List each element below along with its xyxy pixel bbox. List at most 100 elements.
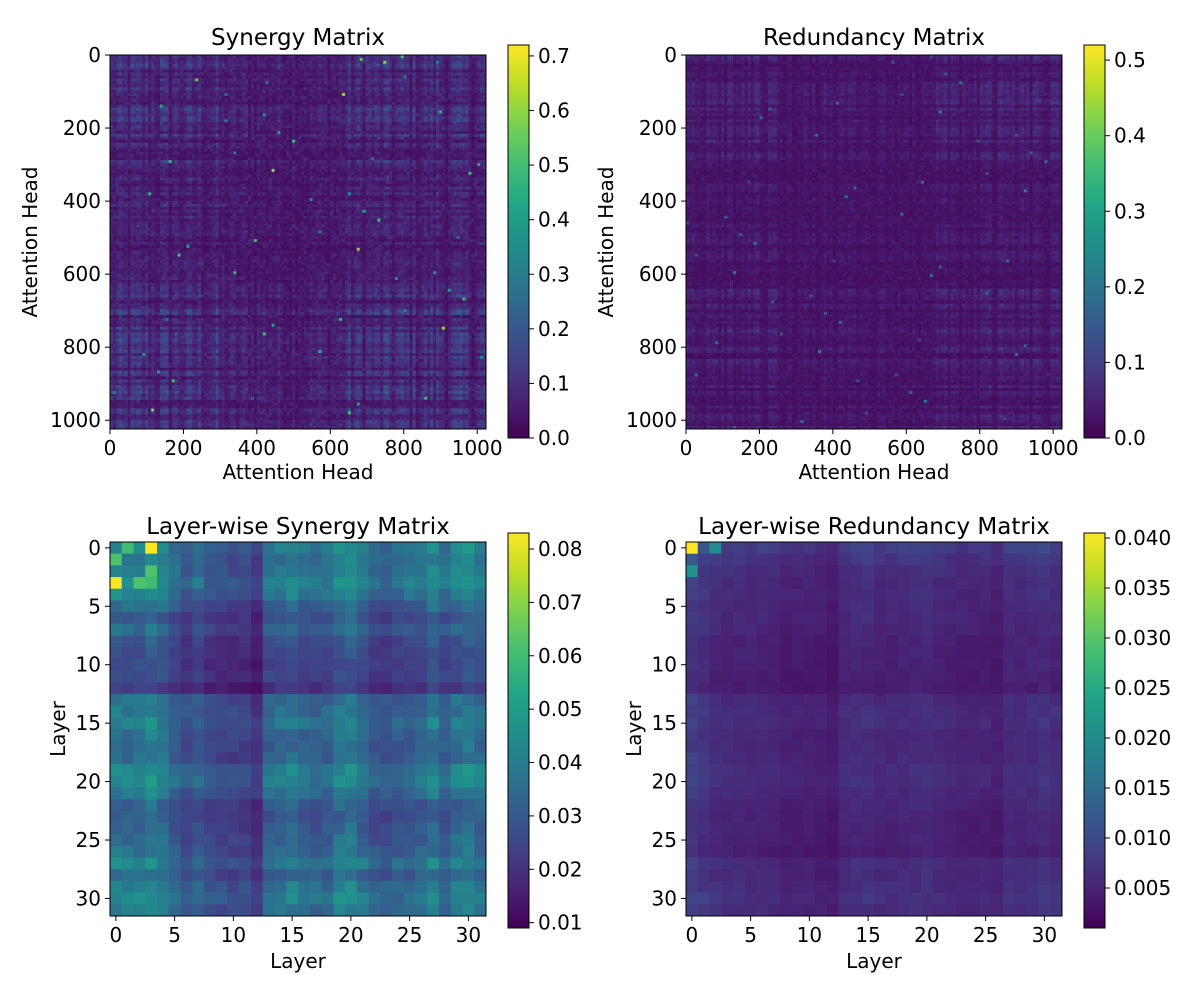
heatmap-cell — [439, 134, 442, 137]
heatmap-cell — [468, 149, 471, 152]
heatmap-cell — [360, 81, 363, 84]
heatmap-cell — [160, 111, 163, 114]
heatmap-cell — [201, 131, 204, 134]
heatmap-cell — [436, 108, 439, 111]
heatmap-cell — [448, 131, 451, 134]
heatmap-cell — [371, 143, 374, 146]
heatmap-cell — [222, 67, 225, 70]
heatmap-cell — [257, 140, 260, 143]
heatmap-cell — [195, 154, 198, 157]
heatmap-cell — [322, 122, 325, 125]
heatmap-cell — [160, 154, 163, 157]
heatmap-cell — [457, 146, 460, 149]
heatmap-cell — [433, 122, 436, 125]
heatmap-cell — [433, 111, 436, 114]
heatmap-cell — [404, 128, 407, 131]
heatmap-cell — [351, 87, 354, 90]
heatmap-cell — [465, 102, 468, 105]
heatmap-cell — [416, 151, 419, 154]
heatmap-cell — [113, 64, 116, 67]
heatmap-cell — [222, 81, 225, 84]
heatmap-cell — [480, 99, 483, 102]
heatmap-cell — [327, 78, 330, 81]
heatmap-cell — [181, 105, 184, 108]
heatmap-cell — [354, 58, 357, 61]
heatmap-cell — [298, 81, 301, 84]
heatmap-cell — [439, 149, 442, 152]
heatmap-cell — [313, 128, 316, 131]
heatmap-cell — [383, 113, 386, 116]
heatmap-cell — [186, 149, 189, 152]
heatmap-cell — [333, 67, 336, 70]
heatmap-cell — [125, 146, 128, 149]
heatmap-cell — [289, 96, 292, 99]
heatmap-cell — [427, 116, 430, 119]
heatmap-cell — [407, 154, 410, 157]
heatmap-cell — [463, 119, 466, 122]
heatmap-cell — [369, 102, 372, 105]
heatmap-cell — [333, 75, 336, 78]
heatmap-cell — [225, 84, 228, 87]
heatmap-cell — [445, 108, 448, 111]
heatmap-cell — [195, 58, 198, 61]
heatmap-cell — [116, 149, 119, 152]
heatmap-cell — [471, 58, 474, 61]
heatmap-cell — [154, 154, 157, 157]
heatmap-cell — [116, 64, 119, 67]
heatmap-cell — [463, 134, 466, 137]
heatmap-cell — [113, 75, 116, 78]
heatmap-cell — [292, 105, 295, 108]
heatmap-cell — [213, 84, 216, 87]
heatmap-cell — [407, 134, 410, 137]
heatmap-cell — [242, 154, 245, 157]
heatmap-cell — [210, 105, 213, 108]
heatmap-cell — [169, 58, 172, 61]
heatmap-cell — [275, 146, 278, 149]
heatmap-cell — [386, 157, 389, 160]
heatmap-cell — [480, 125, 483, 128]
heatmap-cell — [172, 146, 175, 149]
heatmap-cell — [192, 108, 195, 111]
heatmap-cell — [471, 143, 474, 146]
heatmap-cell — [301, 140, 304, 143]
heatmap-cell — [201, 108, 204, 111]
heatmap-cell — [216, 90, 219, 93]
heatmap-cell — [113, 81, 116, 84]
heatmap-cell — [175, 81, 178, 84]
heatmap-cell — [216, 58, 219, 61]
heatmap-cell — [383, 166, 386, 169]
heatmap-cell — [298, 99, 301, 102]
heatmap-cell — [295, 125, 298, 128]
heatmap-cell — [357, 140, 360, 143]
heatmap-cell — [327, 108, 330, 111]
heatmap-cell — [460, 166, 463, 169]
heatmap-cell — [404, 73, 407, 76]
heatmap-cell — [319, 122, 322, 125]
heatmap-cell — [181, 64, 184, 67]
heatmap-cell — [313, 163, 316, 166]
heatmap-cell — [266, 96, 269, 99]
heatmap-cell — [454, 75, 457, 78]
heatmap-cell — [266, 125, 269, 128]
heatmap-cell — [324, 166, 327, 169]
heatmap-cell — [401, 143, 404, 146]
heatmap-cell — [465, 105, 468, 108]
heatmap-cell — [410, 122, 413, 125]
heatmap-cell — [427, 87, 430, 90]
heatmap-cell — [451, 128, 454, 131]
heatmap-cell — [186, 78, 189, 81]
heatmap-cell — [236, 166, 239, 169]
heatmap-cell — [336, 131, 339, 134]
heatmap-cell — [457, 131, 460, 134]
heatmap-cell — [380, 125, 383, 128]
heatmap-cell — [395, 143, 398, 146]
heatmap-cell — [151, 67, 154, 70]
heatmap-cell — [416, 134, 419, 137]
heatmap-cell — [263, 154, 266, 157]
heatmap-cell — [298, 131, 301, 134]
heatmap-cell — [395, 84, 398, 87]
heatmap-cell — [275, 61, 278, 64]
heatmap-cell — [292, 81, 295, 84]
heatmap-cell — [198, 81, 201, 84]
heatmap-cell — [324, 160, 327, 163]
